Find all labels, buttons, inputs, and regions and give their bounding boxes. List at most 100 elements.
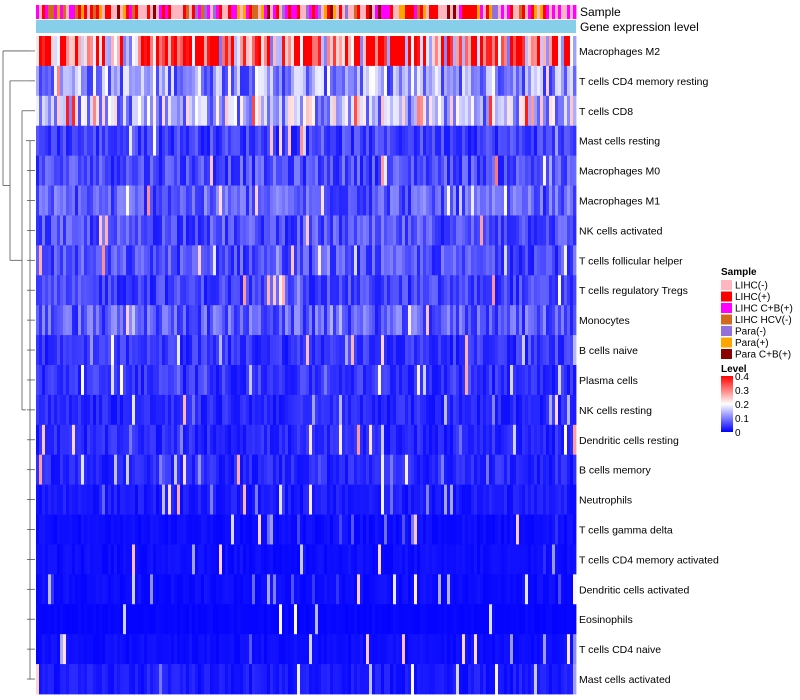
heatmap-cell [195,365,199,396]
heatmap-cell [105,634,109,665]
heatmap-cell [486,36,490,67]
heatmap-cell [165,305,169,336]
heatmap-cell [558,65,562,97]
heatmap-cell [309,245,313,276]
heatmap-cell [312,125,316,157]
heatmap-cell [240,514,244,545]
heatmap-cell [120,185,124,216]
heatmap-cell [69,215,73,246]
heatmap-cell [270,544,274,575]
heatmap-cell [549,185,553,216]
heatmap-cell [231,95,235,127]
heatmap-cell [192,95,196,127]
heatmap-cell [402,95,406,127]
heatmap-cell [186,454,190,486]
heatmap-cell [354,36,358,67]
heatmap-cell [414,125,418,157]
heatmap-cell [381,275,385,306]
heatmap-cell [342,185,346,216]
heatmap-cell [420,125,424,157]
heatmap-cell [318,544,322,575]
heatmap-cell [129,634,133,665]
heatmap-cell [108,634,112,665]
heatmap-cell [471,394,475,426]
heatmap-cell [495,245,499,276]
heatmap-cell [438,454,442,486]
heatmap-cell [201,95,205,127]
heatmap-cell [477,424,481,456]
heatmap-cell [318,245,322,276]
heatmap-cell [198,245,202,276]
heatmap-cell [396,125,400,157]
heatmap-cell [411,36,415,67]
heatmap-cell [198,185,202,216]
heatmap-cell [408,424,412,456]
heatmap-cell [510,335,514,366]
heatmap-cell [183,484,187,515]
heatmap-cell [429,335,433,366]
heatmap-cell [255,305,259,336]
heatmap-cell [273,335,277,366]
heatmap-cell [213,95,217,127]
heatmap-cell [411,65,415,97]
heatmap-cell [213,394,217,426]
heatmap-cell [180,185,184,216]
heatmap-cell [489,125,493,157]
heatmap-cell [552,424,556,456]
heatmap-cell [264,305,268,336]
heatmap-cell [525,95,529,127]
heatmap-cell [252,544,256,575]
heatmap-cell [285,484,289,515]
heatmap-cell [168,275,172,306]
heatmap-cell [393,215,397,246]
heatmap-cell [510,305,514,336]
heatmap-cell [513,634,517,665]
heatmap-cell [543,245,547,276]
heatmap-cell [303,664,307,695]
heatmap-cell [72,125,76,157]
heatmap-cell [354,634,358,665]
heatmap-cell [126,215,130,246]
heatmap-cell [90,305,94,336]
heatmap-cell [63,604,67,635]
heatmap-cell [102,664,106,695]
heatmap-cell [414,514,418,545]
sample-annotation-label: Sample [580,5,621,19]
heatmap-cell [246,305,250,336]
heatmap-cell [234,574,238,605]
heatmap-cell [327,36,331,67]
heatmap-cell [240,305,244,336]
heatmap-cell [351,335,355,366]
heatmap-cell [126,365,130,396]
heatmap-cell [174,544,178,575]
sample-annotation-cell [531,5,535,19]
heatmap-cell [81,484,85,515]
heatmap-cell [195,454,199,486]
heatmap-cell [558,185,562,216]
heatmap-cell [72,335,76,366]
heatmap-cell [357,604,361,635]
heatmap-cell [285,454,289,486]
heatmap-cell [480,394,484,426]
heatmap-cell [336,155,340,186]
heatmap-cell [462,65,466,97]
heatmap-cell [258,125,262,157]
heatmap-cell [204,634,208,665]
heatmap-cell [450,155,454,186]
heatmap-cell [495,574,499,605]
heatmap-cell [99,424,103,456]
heatmap-cell [156,275,160,306]
sample-annotation-cell [225,5,229,19]
heatmap-cell [390,574,394,605]
heatmap-cell [243,604,247,635]
heatmap-cell [324,245,328,276]
heatmap-cell [489,215,493,246]
heatmap-cell [57,95,61,127]
heatmap-cell [492,454,496,486]
heatmap-cell [39,95,43,127]
heatmap-cell [462,574,466,605]
heatmap-cell [483,95,487,127]
heatmap-cell [102,125,106,157]
heatmap-cell [372,634,376,665]
heatmap-cell [549,484,553,515]
